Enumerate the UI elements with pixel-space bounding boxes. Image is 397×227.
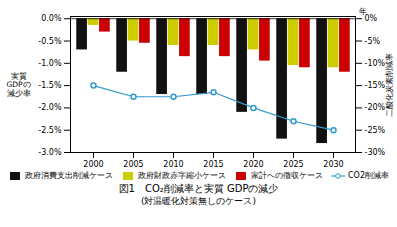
svg-text:-1.5%: -1.5% <box>38 81 62 90</box>
svg-text:-3.0%: -3.0% <box>38 148 62 157</box>
svg-text:2020: 2020 <box>243 160 263 169</box>
svg-text:-30%: -30% <box>365 148 386 157</box>
svg-text:0.0%: 0.0% <box>41 14 62 23</box>
html-text:政府消費支出削減ケース: 政府消費支出削減ケース <box>25 171 113 180</box>
svg-text:-2.5%: -2.5% <box>38 126 62 135</box>
svg-text:2030: 2030 <box>323 160 343 169</box>
svg-text:実質GDPの減少率: 実質GDPの減少率 <box>6 72 30 98</box>
html-text:(対温暖化対策無しのケース): (対温暖化対策無しのケース) <box>141 196 256 206</box>
svg-text:年: 年 <box>359 7 367 16</box>
svg-text:-0.5%: -0.5% <box>38 37 62 46</box>
svg-text:2025: 2025 <box>283 160 303 169</box>
svg-text:-1.0%: -1.0% <box>38 59 62 68</box>
svg-text:-10%: -10% <box>365 59 386 68</box>
svg-text:-20%: -20% <box>365 103 386 112</box>
svg-text:0%: 0% <box>364 14 378 24</box>
svg-text:2015: 2015 <box>203 160 223 169</box>
html-text:家計への徴収ケース: 家計への徴収ケース <box>251 171 323 180</box>
svg-text:2000: 2000 <box>83 160 103 169</box>
html-text:CO2削減率: CO2削減率 <box>348 171 389 180</box>
html-text:政府財政赤字縮小ケース: 政府財政赤字縮小ケース <box>138 171 226 180</box>
svg-text:-25%: -25% <box>365 126 386 135</box>
svg-text:-2.0%: -2.0% <box>38 103 62 112</box>
svg-text:2005: 2005 <box>123 160 143 169</box>
svg-text:2010: 2010 <box>163 160 183 169</box>
svg-text:二酸化炭素削減率: 二酸化炭素削減率 <box>385 53 394 117</box>
html-text:図1 CO₂削減率と実質 GDPの減少: 図1 CO₂削減率と実質 GDPの減少 <box>118 183 279 194</box>
svg-text:-5%: -5% <box>365 37 381 46</box>
svg-text:-15%: -15% <box>365 81 386 90</box>
